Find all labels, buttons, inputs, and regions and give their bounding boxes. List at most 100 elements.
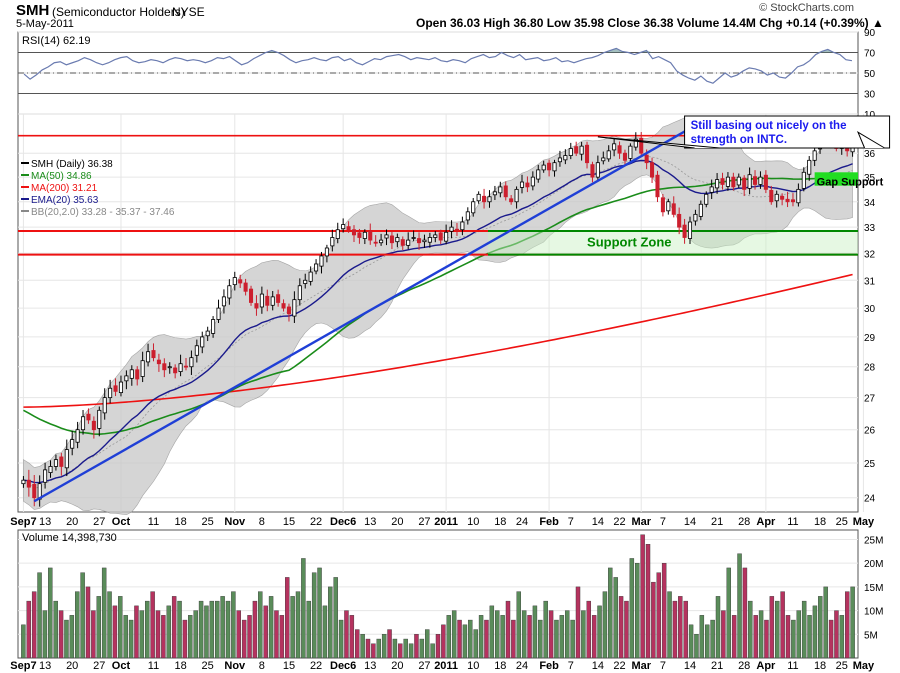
rsi-legend-label: RSI(14) 62.19 [22, 35, 90, 47]
volume-bar [699, 615, 705, 659]
x-tick-label: 14 [684, 516, 696, 528]
candle-body [677, 213, 682, 228]
volume-bar [645, 544, 651, 659]
volume-bar [613, 577, 618, 659]
volume-legend-label: Volume 14,398,730 [22, 532, 117, 544]
x-tick-label: 10 [467, 516, 479, 528]
volume-bar [322, 605, 328, 659]
candle-body [384, 234, 389, 239]
volume-bar [775, 600, 780, 659]
volume-x-tick-label: Oct [112, 660, 131, 672]
volume-bar [828, 619, 834, 659]
x-tick-label: Feb [539, 516, 559, 528]
volume-bar [764, 619, 769, 659]
volume-bar [306, 600, 311, 659]
volume-bar [118, 596, 123, 659]
volume-bar [521, 610, 527, 659]
volume-bar [252, 600, 258, 659]
candle-body [509, 198, 514, 203]
exchange-label: NYSE [172, 5, 205, 19]
rsi-tick-label: 90 [864, 28, 876, 39]
candle-body [91, 420, 96, 431]
volume-x-tick-label: 10 [467, 660, 479, 672]
candle-body [389, 235, 394, 244]
candle-body [482, 195, 487, 203]
volume-bar [295, 591, 301, 659]
callout-text: Still basing out nicely on the [691, 120, 847, 132]
candle-body [270, 296, 275, 306]
volume-bar [403, 638, 408, 659]
candle-body [796, 188, 801, 204]
candle-body [753, 176, 758, 185]
x-tick-label: 22 [613, 516, 625, 528]
volume-bar [58, 610, 64, 659]
volume-bar [80, 572, 85, 659]
candle-body [536, 169, 541, 180]
volume-x-tick-label: Mar [631, 660, 651, 672]
volume-bar [430, 643, 435, 659]
candle-body [183, 365, 189, 368]
candle-body [216, 307, 221, 320]
candle-body [530, 176, 535, 187]
volume-bar [268, 596, 274, 659]
volume-bar [489, 605, 495, 659]
legend-label: BB(20,2.0) 33.28 - 35.37 - 37.46 [31, 207, 175, 218]
candle-body [124, 375, 129, 382]
gap-support-box [814, 172, 858, 186]
volume-bar [155, 610, 161, 659]
x-tick-label: 18 [494, 516, 506, 528]
candle-body [492, 191, 497, 196]
ma200-line [23, 273, 853, 408]
candle-body [373, 241, 378, 244]
volume-bar [161, 615, 166, 659]
volume-x-tick-label: Nov [224, 660, 246, 672]
price-tick-label: 25 [864, 459, 876, 470]
volume-bar [796, 610, 801, 659]
volume-bar [101, 567, 107, 659]
volume-bar [554, 619, 559, 659]
volume-bar [527, 615, 532, 659]
volume-bar [274, 610, 279, 659]
volume-bar [748, 600, 753, 659]
volume-x-tick-label: 11 [787, 660, 798, 672]
volume-bar [850, 586, 855, 659]
volume-bar [532, 605, 538, 659]
candle-body [660, 197, 665, 213]
candle-body [444, 231, 449, 242]
candle-body [422, 239, 427, 243]
volume-bar [188, 615, 193, 659]
volume-bar [538, 619, 543, 659]
volume-bar [667, 591, 672, 659]
candle-body [628, 145, 633, 159]
candle-body [785, 198, 790, 203]
volume-bar [731, 615, 737, 659]
volume-bar [371, 643, 376, 659]
volume-bar [505, 600, 511, 659]
price-tick-label: 33 [864, 223, 876, 234]
volume-x-tick-label: 20 [66, 660, 78, 672]
candle-body [102, 397, 107, 414]
x-tick-label: 18 [174, 516, 186, 528]
candle-body [780, 195, 785, 200]
candle-body [113, 385, 118, 392]
candle-body [698, 203, 703, 217]
candle-body [135, 369, 140, 380]
volume-bar [263, 605, 268, 659]
candle-body [351, 229, 357, 236]
volume-bar [597, 605, 602, 659]
volume-bar [661, 562, 667, 659]
volume-bar [516, 591, 521, 659]
candle-body [742, 177, 747, 190]
volume-bar [575, 586, 581, 659]
candle-body [525, 182, 530, 188]
volume-bar [629, 558, 635, 659]
candle-body [357, 232, 362, 238]
volume-bar [791, 619, 796, 659]
price-tick-label: 24 [864, 494, 876, 505]
volume-bar [107, 591, 112, 659]
volume-bar [360, 634, 365, 659]
x-tick-label: May [853, 516, 875, 528]
candle-body [606, 150, 611, 160]
support-zone-label: Support Zone [587, 235, 672, 250]
candle-body [221, 296, 226, 307]
